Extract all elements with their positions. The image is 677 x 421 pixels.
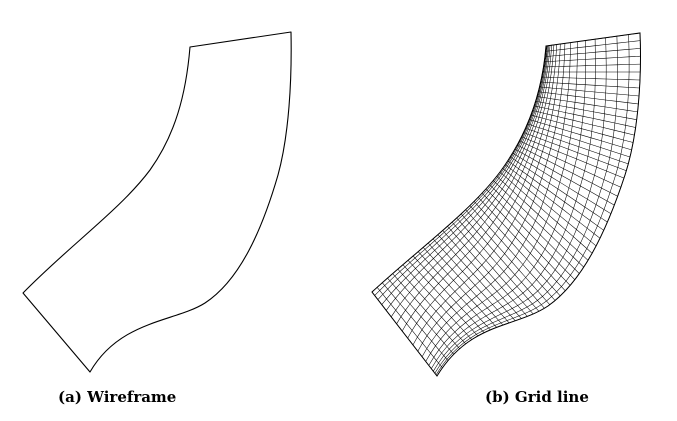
grid-line-streamwise xyxy=(381,45,548,305)
grid-line-cross xyxy=(544,55,641,63)
grid-line-streamwise xyxy=(434,36,618,374)
wireframe-panel xyxy=(22,31,292,373)
grid-line-cross xyxy=(442,230,522,319)
grid-line-cross xyxy=(541,76,641,81)
grid-line-streamwise xyxy=(407,44,557,339)
grid-line-streamwise xyxy=(417,43,566,352)
caption-wireframe: (a) Wireframe xyxy=(58,388,177,406)
grid-line-streamwise xyxy=(390,45,551,317)
grid-line-streamwise xyxy=(374,45,547,296)
grid-line-streamwise xyxy=(425,41,578,362)
grid-lines xyxy=(371,32,641,377)
grid-line-streamwise xyxy=(431,39,596,369)
grid-line-cross xyxy=(412,255,485,333)
grid-panel xyxy=(371,32,641,377)
grid-line-streamwise xyxy=(401,44,555,332)
grid-line-cross xyxy=(371,291,438,377)
grid-line-streamwise xyxy=(396,45,552,324)
grid-line-streamwise xyxy=(433,37,607,372)
grid-line-cross xyxy=(477,197,566,291)
grid-line-streamwise xyxy=(377,45,548,300)
grid-line-cross xyxy=(505,164,601,239)
grid-line-streamwise xyxy=(428,40,586,366)
grid-line-cross xyxy=(407,260,479,337)
grid-line-streamwise xyxy=(385,45,549,311)
grid-line-cross xyxy=(540,81,640,89)
grid-line-cross xyxy=(538,91,639,105)
grid-line-cross xyxy=(418,251,491,331)
grid-line-cross xyxy=(539,86,640,97)
grid-line-cross xyxy=(493,180,584,268)
grid-line-streamwise xyxy=(421,42,571,357)
grid-line-cross xyxy=(465,209,551,305)
grid-line-cross xyxy=(437,234,516,321)
grid-line-streamwise xyxy=(435,34,630,375)
grid-line-streamwise xyxy=(371,45,547,293)
grid-line-cross xyxy=(382,282,449,361)
grid-line-cross xyxy=(499,171,593,254)
caption-grid-line: (b) Grid line xyxy=(485,388,589,406)
grid-line-cross xyxy=(473,201,561,297)
grid-boundary xyxy=(371,32,641,377)
grid-line-streamwise xyxy=(436,32,641,377)
wireframe-outline xyxy=(22,31,292,373)
grid-line-streamwise xyxy=(412,43,561,346)
grid-line-cross xyxy=(543,63,641,68)
grid-line-cross xyxy=(387,277,454,355)
grid-line-cross xyxy=(527,123,631,158)
grid-line-cross xyxy=(447,226,528,317)
